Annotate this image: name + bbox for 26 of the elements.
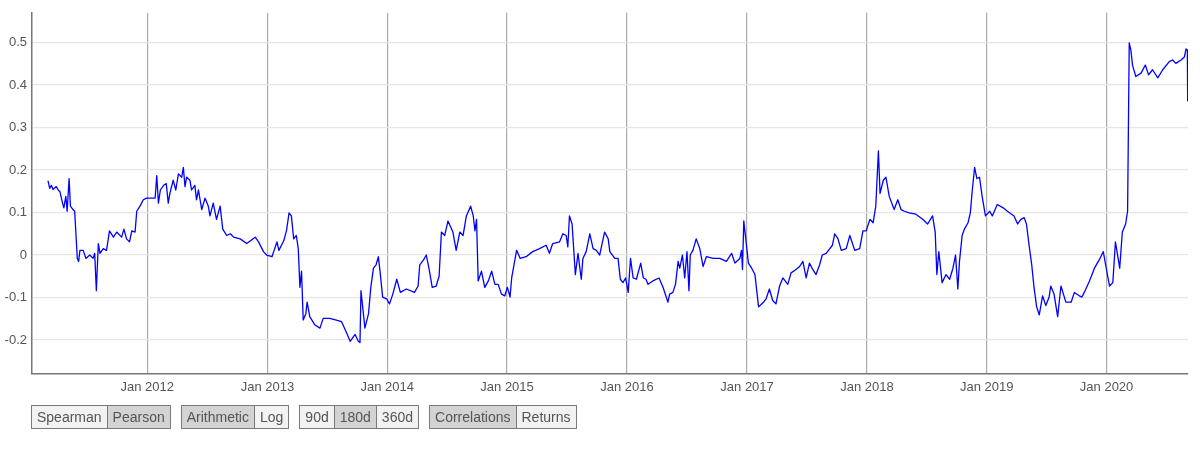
x-tick-label: Jan 2014 bbox=[360, 379, 414, 395]
x-tick-label: Jan 2012 bbox=[120, 379, 174, 395]
y-tick-label: 0.2 bbox=[8, 161, 27, 177]
x-tick-label: Jan 2015 bbox=[480, 379, 534, 395]
y-tick-label: 0 bbox=[19, 246, 27, 262]
x-tick-label: Jan 2020 bbox=[1079, 379, 1134, 395]
y-tick-label: 0.3 bbox=[8, 119, 27, 135]
x-tick-label: Jan 2013 bbox=[240, 379, 295, 395]
x-tick-label: Jan 2019 bbox=[959, 379, 1014, 395]
toggle-button: Arithmetic bbox=[181, 406, 254, 428]
toggle-button: Log bbox=[254, 406, 289, 428]
y-tick-label: 0.4 bbox=[8, 76, 27, 92]
toggle-button: Returns bbox=[515, 406, 576, 428]
y-tick-label: 0.1 bbox=[8, 204, 27, 220]
toggle-button: Pearson bbox=[106, 406, 170, 428]
x-tick-label: Jan 2018 bbox=[840, 379, 894, 395]
x-tick-label: Jan 2016 bbox=[600, 379, 654, 395]
toggle-button: 180d bbox=[333, 406, 376, 428]
y-tick-label: -0.1 bbox=[4, 289, 27, 305]
toggle-button: 90d bbox=[300, 406, 334, 428]
x-tick-label: Jan 2017 bbox=[720, 379, 774, 395]
y-tick-label: 0.5 bbox=[8, 34, 27, 50]
toggle-button: Correlations bbox=[430, 406, 516, 428]
toggle-button: Spearman bbox=[32, 406, 107, 428]
y-tick-label: -0.2 bbox=[4, 331, 27, 347]
toggle-button: 360d bbox=[375, 406, 418, 428]
